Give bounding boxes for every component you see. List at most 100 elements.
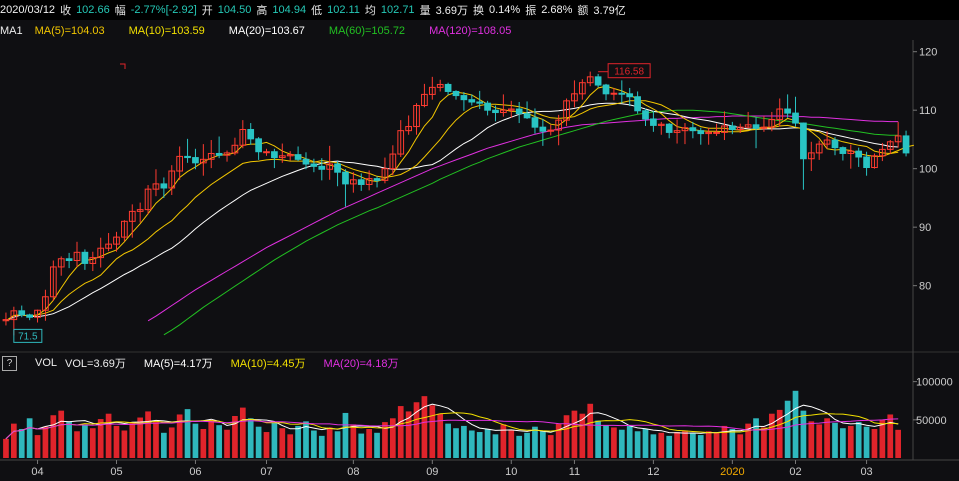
candle-body: [476, 101, 484, 104]
time-tick-label: 03: [860, 466, 872, 478]
volume-bar: [658, 432, 665, 458]
ma10-legend: MA(10)=103.59: [128, 25, 205, 37]
vol-ma10-legend: MA(10)=4.45万: [230, 358, 306, 370]
high-label: 高: [256, 5, 268, 17]
candle-body: [484, 102, 491, 111]
close-label: 收: [60, 5, 72, 17]
candle-body: [571, 93, 578, 102]
open-label: 开: [201, 5, 213, 17]
candle-body: [736, 126, 744, 130]
time-tick-label: 08: [347, 466, 359, 478]
high-value: 104.94: [272, 4, 307, 16]
candle-body: [697, 130, 705, 135]
volume-bar: [350, 424, 357, 458]
candlesticks: [2, 71, 910, 336]
candle-body: [729, 125, 736, 130]
candle-body: [334, 163, 341, 173]
volume-bar: [42, 426, 49, 458]
ma60-legend: MA(60)=105.72: [328, 25, 406, 37]
volume-bar: [311, 430, 317, 458]
volume-bar: [468, 430, 475, 458]
candle-body: [602, 84, 610, 95]
candle-body: [421, 93, 428, 107]
volume-bar: [168, 427, 175, 458]
volume-bar: [10, 423, 17, 458]
ma120-legend: MA(120)=108.05: [429, 25, 512, 37]
volume-bar: [145, 411, 151, 458]
volume-bar: [516, 435, 523, 458]
volume-tick-label: 100000: [916, 377, 953, 389]
ma-indicator-name[interactable]: MA1: [0, 25, 23, 37]
help-icon[interactable]: ?: [2, 355, 17, 371]
volume-bar: [334, 431, 341, 458]
candle-body: [255, 138, 262, 153]
volume-bar: [761, 427, 767, 458]
candle-body: [886, 141, 894, 150]
price-tick-label: 100: [919, 164, 937, 176]
candle-body: [326, 163, 334, 170]
vol-indicator-name[interactable]: VOL: [35, 357, 58, 369]
time-tick-label: 09: [426, 466, 438, 478]
volume-bar: [666, 435, 673, 458]
candle-body: [831, 139, 839, 149]
candle-body: [555, 119, 562, 131]
candle-body: [689, 127, 697, 132]
candle-body: [357, 179, 365, 185]
candle-body: [665, 123, 673, 133]
volume-bar: [768, 413, 775, 458]
time-tick-label: 06: [189, 466, 201, 478]
candle-body: [57, 258, 65, 268]
volume-bar: [753, 418, 759, 458]
volume-bar: [879, 419, 886, 458]
price-tick-label: 80: [919, 281, 931, 293]
amplitude-label: 振: [525, 5, 537, 17]
candle-body: [144, 188, 152, 211]
volume-bar: [232, 416, 238, 458]
volume-bar: [453, 428, 459, 458]
candle-body: [247, 128, 255, 140]
candle-body: [610, 92, 618, 95]
volume-bar: [295, 425, 301, 458]
volume-bar: [445, 423, 451, 458]
candle-body: [539, 126, 547, 132]
ma-legend: MA1 MA(5)=104.03 MA(10)=103.59 MA(20)=10…: [0, 22, 535, 40]
volume-bar: [358, 433, 365, 458]
volume-bar: [816, 424, 823, 458]
candle-body: [42, 296, 49, 311]
candle-body: [176, 155, 184, 172]
candle-body: [650, 118, 657, 126]
volume-bar: [161, 432, 167, 458]
ma20-legend: MA(20)=103.67: [228, 25, 305, 37]
volume-bar: [287, 434, 294, 458]
candle-body: [879, 148, 886, 157]
candle-body: [642, 110, 649, 120]
candle-body: [286, 154, 294, 157]
volume-bar: [318, 435, 325, 458]
volume-bar: [690, 433, 696, 458]
high-marker-label: 116.58: [614, 67, 644, 78]
volume-bar: [634, 431, 641, 458]
volume-bar: [737, 434, 744, 458]
volume-bar: [705, 431, 712, 458]
volume-tick-label: 50000: [916, 415, 947, 427]
candle-body: [618, 92, 626, 95]
candle-body: [784, 108, 791, 114]
volume-bar: [476, 432, 483, 458]
volume-value: 3.69万: [435, 5, 468, 17]
axes: 120 110 100 90 80 100000 50000 04 05 06 07 08 09 10 11…: [31, 47, 952, 478]
time-tick-label: 02: [789, 466, 801, 478]
candle-body: [192, 157, 199, 164]
candle-body: [847, 150, 855, 154]
candle-body: [2, 319, 10, 322]
candle-body: [428, 86, 436, 95]
candle-body: [136, 209, 144, 212]
volume-bar: [153, 420, 159, 458]
volume-bar: [887, 414, 894, 458]
volume-bar: [97, 419, 104, 458]
volume-bar: [176, 414, 183, 458]
candle-body: [105, 243, 112, 249]
volume-bar: [137, 417, 144, 458]
candle-body: [318, 165, 326, 170]
volume-bar: [682, 430, 688, 458]
